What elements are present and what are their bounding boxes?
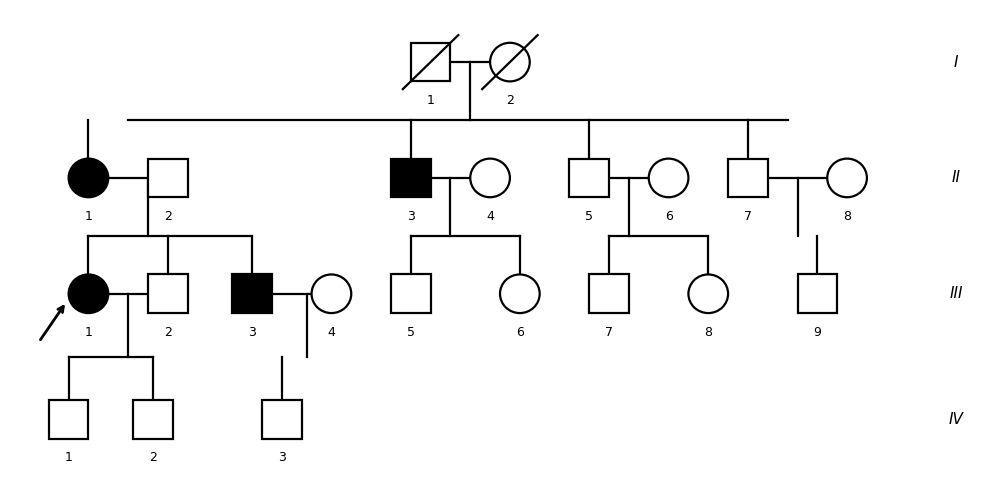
Text: 3: 3 (248, 326, 256, 339)
Circle shape (649, 159, 688, 197)
Bar (148, 274, 188, 313)
Text: 1: 1 (427, 94, 435, 107)
Circle shape (470, 159, 510, 197)
Circle shape (490, 43, 530, 82)
Text: 6: 6 (516, 326, 524, 339)
Text: II: II (952, 170, 961, 186)
Bar (232, 274, 272, 313)
Circle shape (312, 274, 351, 313)
Text: 9: 9 (813, 326, 821, 339)
Text: 6: 6 (665, 210, 673, 223)
Text: 5: 5 (407, 326, 415, 339)
Text: 1: 1 (85, 210, 92, 223)
Text: 1: 1 (65, 451, 73, 464)
Text: III: III (949, 286, 963, 301)
Circle shape (827, 159, 867, 197)
Text: 4: 4 (327, 326, 335, 339)
Text: 2: 2 (164, 326, 172, 339)
Text: 2: 2 (149, 451, 157, 464)
Bar (569, 159, 609, 197)
Bar (728, 159, 768, 197)
Text: I: I (954, 55, 958, 70)
Text: 4: 4 (486, 210, 494, 223)
Text: 2: 2 (164, 210, 172, 223)
Circle shape (69, 159, 108, 197)
Bar (798, 274, 837, 313)
Text: 7: 7 (744, 210, 752, 223)
Text: 2: 2 (506, 94, 514, 107)
Text: 3: 3 (407, 210, 415, 223)
Text: 5: 5 (585, 210, 593, 223)
Bar (391, 159, 431, 197)
Text: IV: IV (949, 412, 964, 427)
Text: 8: 8 (704, 326, 712, 339)
Bar (133, 400, 173, 438)
Text: 3: 3 (278, 451, 286, 464)
Bar (49, 400, 88, 438)
Bar (148, 159, 188, 197)
Bar (411, 43, 450, 82)
Bar (262, 400, 302, 438)
Circle shape (69, 274, 108, 313)
Text: 8: 8 (843, 210, 851, 223)
Bar (589, 274, 629, 313)
Text: 1: 1 (85, 326, 92, 339)
Text: 7: 7 (605, 326, 613, 339)
Circle shape (500, 274, 540, 313)
Bar (391, 274, 431, 313)
Circle shape (688, 274, 728, 313)
